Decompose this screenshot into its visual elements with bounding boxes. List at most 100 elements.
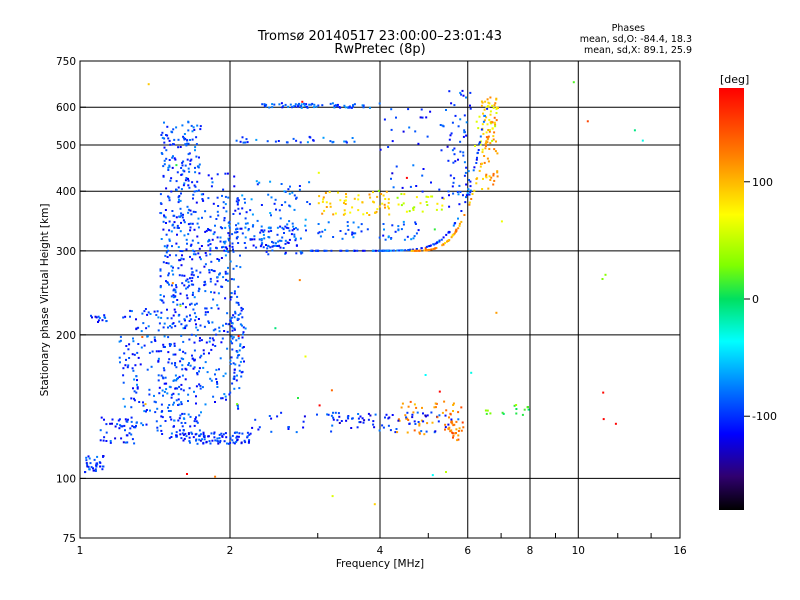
data-point — [357, 226, 360, 229]
x-tick-label: 8 — [527, 545, 534, 557]
data-point — [127, 348, 130, 351]
data-point — [488, 119, 491, 121]
data-point — [487, 105, 490, 108]
data-point — [441, 411, 444, 414]
data-point — [487, 101, 490, 104]
data-point — [237, 242, 240, 244]
data-point — [285, 141, 288, 144]
data-point — [277, 140, 280, 142]
data-point — [485, 116, 488, 119]
data-point — [228, 239, 231, 242]
data-point — [98, 317, 101, 319]
data-point — [179, 433, 182, 436]
data-point — [185, 279, 188, 282]
data-point — [128, 357, 131, 359]
data-point — [344, 212, 347, 215]
data-point — [347, 417, 350, 420]
data-point — [259, 245, 262, 248]
data-point — [378, 236, 381, 239]
data-point — [494, 125, 497, 128]
data-point — [338, 415, 341, 418]
data-point — [167, 137, 170, 140]
data-point — [291, 106, 293, 109]
data-point — [479, 165, 482, 168]
data-point — [453, 423, 456, 426]
data-point — [236, 201, 239, 204]
data-point — [240, 375, 243, 378]
data-point — [332, 416, 335, 419]
data-point — [208, 228, 210, 231]
data-point — [421, 190, 424, 193]
data-point — [200, 245, 203, 247]
data-point — [84, 471, 87, 473]
data-point — [166, 392, 169, 395]
data-point — [291, 191, 294, 194]
data-point — [390, 177, 392, 180]
data-point — [209, 277, 212, 280]
data-point — [277, 240, 280, 243]
data-point — [237, 405, 239, 408]
data-point — [271, 245, 274, 248]
data-point — [155, 314, 158, 316]
data-point — [194, 418, 197, 420]
data-point — [358, 421, 361, 424]
data-point — [421, 210, 424, 213]
data-point — [170, 418, 173, 421]
data-point — [347, 228, 350, 231]
data-point — [464, 171, 467, 174]
data-point — [157, 374, 160, 377]
data-point — [166, 244, 169, 247]
data-point — [487, 187, 490, 190]
data-point — [493, 179, 496, 182]
data-point — [202, 352, 205, 355]
data-point — [240, 441, 243, 444]
data-point — [234, 310, 237, 313]
data-point — [442, 243, 445, 246]
data-point — [485, 106, 488, 109]
data-point — [302, 426, 305, 429]
data-point — [601, 278, 604, 280]
data-point — [421, 174, 424, 177]
data-point — [165, 233, 168, 236]
data-point — [188, 152, 191, 155]
data-point — [431, 474, 434, 477]
data-point — [198, 434, 201, 437]
data-point — [482, 112, 484, 115]
data-point — [195, 438, 198, 441]
data-point — [201, 216, 203, 219]
data-point — [217, 205, 220, 207]
data-point — [139, 363, 142, 366]
data-point — [151, 350, 154, 353]
data-point — [175, 284, 177, 287]
data-point — [231, 337, 234, 340]
data-point — [481, 162, 483, 165]
data-point — [93, 458, 96, 461]
data-point — [180, 167, 183, 169]
data-point — [193, 366, 196, 369]
data-point — [405, 417, 408, 420]
data-point — [419, 116, 422, 119]
data-point — [209, 280, 212, 283]
data-point — [191, 239, 194, 242]
data-point — [288, 220, 291, 223]
data-point — [515, 404, 518, 406]
data-point — [210, 291, 212, 294]
data-point — [269, 226, 272, 229]
data-point — [189, 441, 191, 444]
data-point — [172, 296, 175, 299]
data-point — [169, 325, 172, 327]
data-point — [208, 269, 211, 271]
data-point — [333, 104, 336, 107]
data-point — [244, 141, 247, 144]
data-point — [284, 251, 287, 254]
data-point — [142, 424, 144, 427]
data-point — [161, 410, 164, 413]
data-point — [448, 416, 450, 419]
data-point — [331, 141, 334, 144]
data-point — [179, 250, 182, 252]
data-point — [222, 276, 225, 279]
data-point — [380, 193, 383, 195]
data-point — [170, 326, 173, 329]
data-point — [284, 190, 287, 193]
data-point — [478, 142, 481, 145]
